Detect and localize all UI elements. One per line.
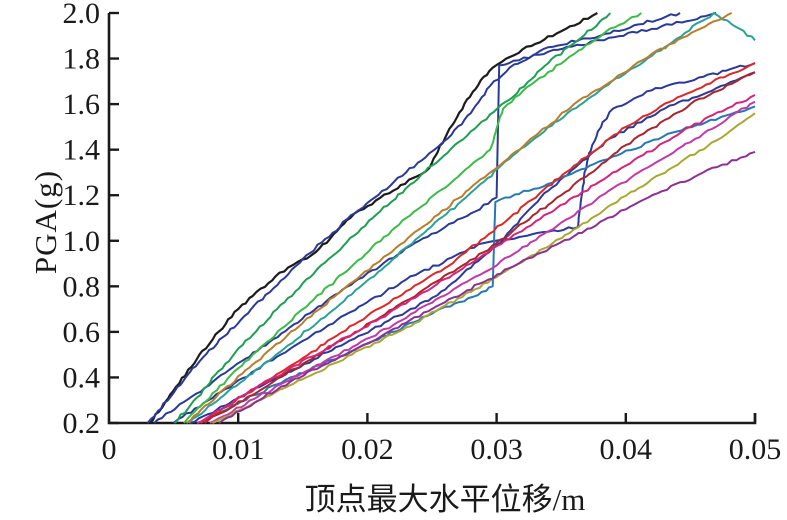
x-tick-label: 0	[102, 433, 117, 466]
curve-record-1	[149, 12, 598, 424]
y-axis-title: PGA(g)	[28, 169, 63, 275]
curve-record-9	[196, 105, 756, 424]
curve-group	[147, 12, 756, 424]
curve-record-11	[200, 62, 756, 424]
y-tick-label: 1.6	[63, 88, 101, 121]
curve-record-14	[209, 100, 756, 424]
y-tick-label: 0.4	[63, 361, 101, 394]
curve-record-15	[212, 112, 756, 424]
curve-record-6	[174, 12, 612, 424]
y-tick-label: 0.8	[63, 270, 101, 303]
curve-record-4	[172, 62, 756, 424]
curve-record-3	[153, 12, 717, 424]
y-tick-label: 2.0	[63, 0, 101, 30]
x-tick-label: 0.02	[341, 433, 394, 466]
curve-record-2	[147, 12, 681, 424]
curve-record-10	[185, 12, 733, 424]
x-tick-label: 0.01	[212, 433, 265, 466]
curve-record-16	[218, 150, 756, 424]
y-tick-label: 1.2	[63, 179, 101, 212]
curve-record-7	[183, 12, 642, 424]
y-tick-label: 0.2	[63, 407, 101, 440]
axis-frame	[107, 13, 757, 425]
y-tick-label: 1.0	[63, 225, 101, 258]
curve-record-8	[188, 12, 756, 424]
x-tick-label: 0.04	[600, 433, 653, 466]
curve-record-13	[196, 94, 756, 424]
x-tick-label: 0.03	[470, 433, 523, 466]
y-tick-label: 1.4	[63, 134, 101, 167]
curve-record-12	[203, 71, 756, 424]
y-tick-label: 0.6	[63, 316, 101, 349]
x-tick-label: 0.05	[729, 433, 782, 466]
x-axis-title: 顶点最大水平位移/m	[304, 482, 586, 517]
y-tick-label: 1.8	[63, 43, 101, 76]
